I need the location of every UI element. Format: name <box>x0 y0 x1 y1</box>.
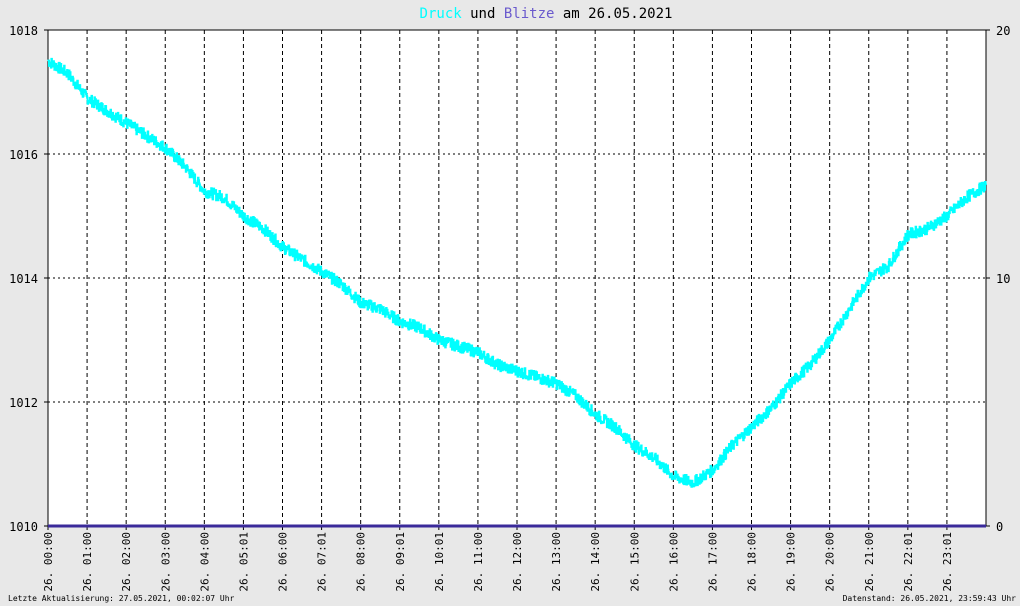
series-layer <box>47 57 987 528</box>
title-date: am 26.05.2021 <box>554 6 672 22</box>
x-tick-label: 26. 16:00 <box>667 532 680 592</box>
y-right-tick-label: 0 <box>996 520 1003 534</box>
y-left-tick-label: 1016 <box>9 148 38 162</box>
x-tick-label: 26. 02:00 <box>120 532 133 592</box>
x-tick-label: 26. 08:00 <box>355 532 368 592</box>
y-left-tick-label: 1018 <box>9 24 38 38</box>
footer-last-update: Letzte Aktualisierung: 27.05.2021, 00:02… <box>8 594 235 603</box>
x-tick-label: 26. 12:00 <box>511 532 524 592</box>
x-tick-label: 26. 09:01 <box>394 532 407 592</box>
series-druck-line <box>47 57 987 488</box>
y-left-tick-label: 1014 <box>9 272 38 286</box>
x-tick-label: 26. 01:00 <box>81 532 94 592</box>
x-tick-label: 26. 14:00 <box>589 532 602 592</box>
x-tick-label: 26. 03:00 <box>159 532 172 592</box>
title-series-druck: Druck <box>420 6 463 22</box>
x-tick-label: 26. 04:00 <box>198 532 211 592</box>
x-tick-label: 26. 13:00 <box>550 532 563 592</box>
title-series-blitze: Blitze <box>504 6 555 22</box>
y-right-tick-label: 20 <box>996 24 1010 38</box>
x-tick-label: 26. 23:01 <box>941 532 954 592</box>
y-right-tick-label: 10 <box>996 272 1010 286</box>
x-tick-label: 26. 22:01 <box>902 532 915 592</box>
x-tick-label: 26. 18:00 <box>746 532 759 592</box>
x-tick-label: 26. 06:00 <box>277 532 290 592</box>
tick-labels: 1010 1012 1014 1016 1018 0 10 20 26. 00:00 26. 01… <box>9 24 1010 592</box>
x-tick-label: 26. 17:00 <box>706 532 719 592</box>
x-tick-label: 26. 05:01 <box>237 532 250 592</box>
x-tick-label: 26. 10:01 <box>433 532 446 592</box>
x-tick-label: 26. 21:00 <box>863 532 876 592</box>
title-und: und <box>462 6 504 22</box>
footer-data-status: Datenstand: 26.05.2021, 23:59:43 Uhr <box>843 594 1017 603</box>
x-tick-label: 26. 07:01 <box>316 532 329 592</box>
chart-title: Druck und Blitze am 26.05.2021 <box>420 6 673 22</box>
x-tick-label: 26. 20:00 <box>824 532 837 592</box>
x-tick-label: 26. 19:00 <box>785 532 798 592</box>
x-tick-label: 26. 00:00 <box>42 532 55 592</box>
y-left-tick-label: 1010 <box>9 520 38 534</box>
grid <box>48 30 986 526</box>
y-left-tick-label: 1012 <box>9 396 38 410</box>
x-tick-label: 26. 11:00 <box>472 532 485 592</box>
x-tick-label: 26. 15:00 <box>628 532 641 592</box>
